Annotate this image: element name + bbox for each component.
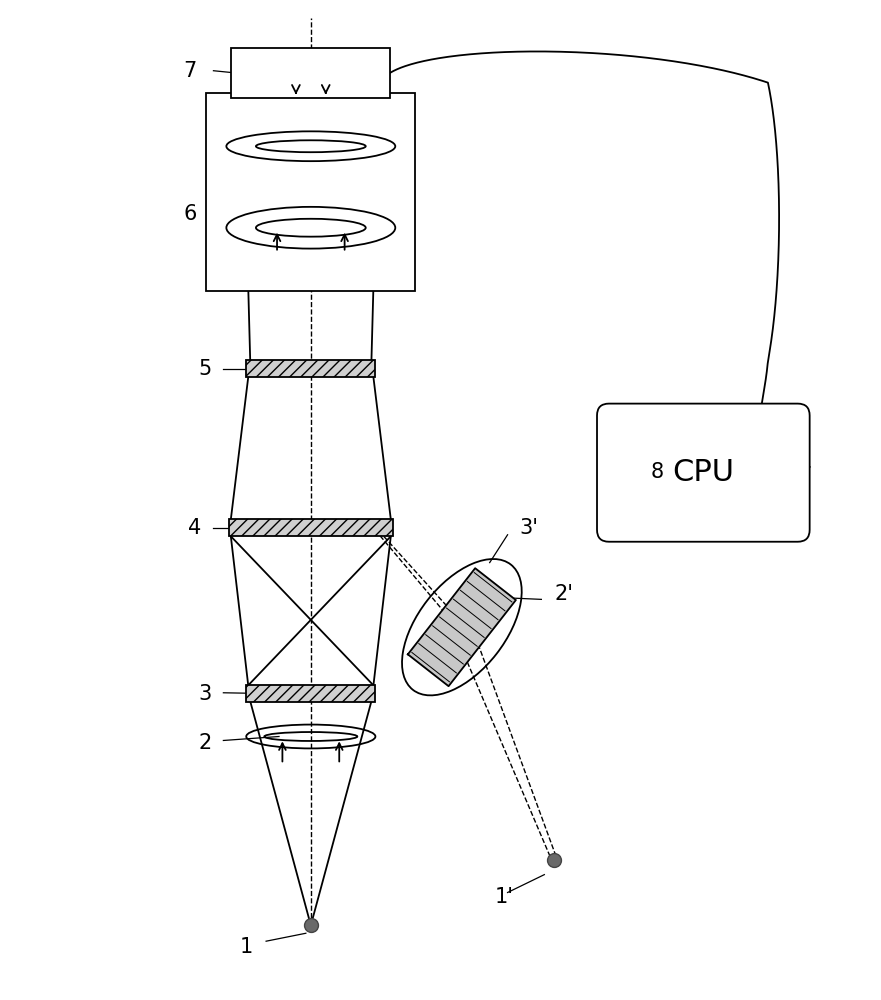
Text: 2': 2'	[554, 584, 574, 604]
Text: 5: 5	[198, 359, 211, 379]
Text: 8: 8	[651, 462, 663, 482]
Text: 7: 7	[183, 61, 196, 81]
Text: CPU: CPU	[672, 458, 735, 487]
Bar	[246, 360, 375, 377]
Bar	[232, 48, 390, 98]
Text: 6: 6	[183, 204, 196, 224]
Bar	[206, 93, 415, 291]
Text: 3': 3'	[520, 518, 538, 538]
Text: 4: 4	[189, 518, 202, 538]
Text: 3: 3	[198, 684, 211, 704]
Bar	[229, 519, 393, 536]
Polygon shape	[408, 568, 516, 686]
Bar	[246, 685, 375, 702]
Text: 2: 2	[198, 733, 211, 753]
Text: 1': 1'	[494, 887, 514, 907]
Text: 1: 1	[240, 937, 253, 957]
FancyBboxPatch shape	[597, 404, 810, 542]
